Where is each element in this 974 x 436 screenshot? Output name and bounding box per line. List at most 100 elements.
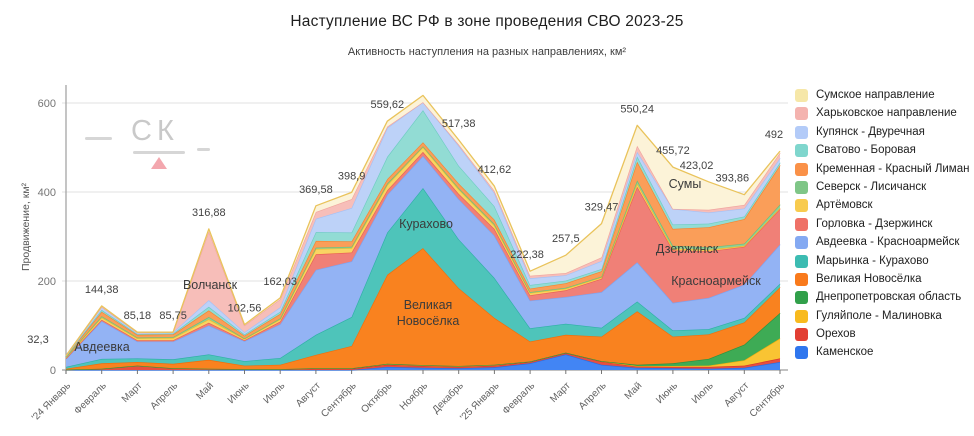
value-label: 455,72 <box>656 145 690 157</box>
x-axis-tick-label: Март <box>120 380 145 405</box>
legend-item-label: Сумское направление <box>816 89 935 101</box>
legend-item-label: Орехов <box>816 328 856 341</box>
legend-item-label: Сватово - Боровая <box>816 144 916 157</box>
legend-item[interactable]: Сумское направление <box>795 89 973 102</box>
value-label: 257,5 <box>552 233 580 245</box>
value-label: 517,38 <box>442 118 476 130</box>
area-layer <box>66 338 780 370</box>
area-layer <box>66 151 780 359</box>
area-annotation: Курахово <box>399 217 453 231</box>
legend-color-swatch <box>795 107 808 121</box>
value-label: 144,38 <box>85 284 119 296</box>
legend-item-label: Гуляйполе - Малиновка <box>816 309 942 322</box>
value-label: 398,9 <box>338 170 366 182</box>
value-label: 423,02 <box>680 160 714 172</box>
legend-item[interactable]: Гуляйполе - Малиновка <box>795 309 973 323</box>
legend-item-label: Каменское <box>816 346 874 359</box>
x-axis-tick-label: Сентябрь <box>319 380 359 420</box>
value-label: 102,56 <box>228 303 262 315</box>
legend-item[interactable]: Северск - Лисичанск <box>795 180 973 194</box>
legend-item[interactable]: Купянск - Двуречная <box>795 125 973 139</box>
area-annotation: Сумы <box>669 177 702 191</box>
y-axis-tick-label: 600 <box>38 98 56 110</box>
value-label: 559,62 <box>370 99 404 111</box>
x-axis-tick-label: Март <box>548 380 573 405</box>
legend-item[interactable]: Горловка - Дзержинск <box>795 217 973 231</box>
x-axis-tick-label: Май <box>623 380 645 402</box>
legend-item[interactable]: Днепропетровская область <box>795 291 973 305</box>
legend-item[interactable]: Великая Новосёлка <box>795 272 973 286</box>
value-label: 32,3 <box>27 334 48 346</box>
legend-color-swatch <box>795 236 808 250</box>
legend-color-swatch <box>795 162 808 176</box>
legend-item[interactable]: Марьинка - Курахово <box>795 254 973 268</box>
legend-item-label: Кременная - Красный Лиман <box>816 162 970 175</box>
value-label: 412,62 <box>478 164 512 176</box>
chart-title: Наступление ВС РФ в зоне проведения СВО … <box>290 13 684 30</box>
x-axis-tick-label: Октябрь <box>359 380 395 416</box>
area-layer <box>66 248 780 370</box>
y-axis-tick-label: 400 <box>38 187 56 199</box>
value-label: 162,03 <box>263 276 297 288</box>
area-annotation: Красноармейск <box>671 274 761 288</box>
y-axis-tick-label: 0 <box>50 365 56 377</box>
legend-color-swatch <box>795 144 808 158</box>
x-axis-tick-label: Июль <box>690 380 716 406</box>
area-layer <box>66 354 780 370</box>
legend-item[interactable]: Сватово - Боровая <box>795 144 973 158</box>
legend: Сумское направление Харьковское направлен… <box>795 89 973 365</box>
legend-color-swatch <box>795 272 808 286</box>
x-axis-tick-label: Август <box>294 380 323 409</box>
legend-color-swatch <box>795 125 808 139</box>
legend-color-swatch <box>795 199 808 213</box>
x-axis-tick-label: Август <box>722 380 751 409</box>
legend-item[interactable]: Кременная - Красный Лиман <box>795 162 973 176</box>
legend-color-swatch <box>795 217 808 231</box>
legend-color-swatch <box>795 346 808 360</box>
annotations: Авдеевка Волчанск Курахово Великая Новосёлка… <box>74 177 761 354</box>
area-edge <box>65 94 781 357</box>
legend-item[interactable]: Каменское <box>795 346 973 360</box>
legend-item-label: Харьковское направление <box>816 107 957 120</box>
legend-color-swatch <box>795 309 808 323</box>
legend-item-label: Северск - Лисичанск <box>816 180 927 193</box>
legend-item[interactable]: Артёмовск <box>795 199 973 213</box>
y-axis-tick-label: 200 <box>38 276 56 288</box>
x-axis-tick-label: Апрель <box>148 380 180 412</box>
area-annotation: Великая Новосёлка <box>397 298 460 328</box>
legend-color-swatch <box>795 254 808 268</box>
value-label: 85,18 <box>124 310 152 322</box>
legend-color-swatch <box>795 291 808 305</box>
legend-item[interactable]: Авдеевка - Красноармейск <box>795 236 973 250</box>
value-label: 492 <box>765 129 783 141</box>
x-axis-tick-label: Июль <box>262 380 288 406</box>
area-layer <box>66 313 780 370</box>
legend-item-label: Днепропетровская область <box>816 291 962 304</box>
area-layer <box>66 188 780 369</box>
value-label: 550,24 <box>620 103 654 115</box>
legend-item-label: Марьинка - Курахово <box>816 254 929 267</box>
legend-item-label: Великая Новосёлка <box>816 272 922 285</box>
value-label: 369,58 <box>299 184 333 196</box>
value-label: 316,88 <box>192 207 226 219</box>
legend-item[interactable]: Харьковское направление <box>795 107 973 121</box>
x-axis-tick-label: Февраль <box>72 380 109 417</box>
x-axis-tick-label: Февраль <box>501 380 538 417</box>
legend-item-label: Артёмовск <box>816 199 873 212</box>
legend-color-swatch <box>795 328 808 342</box>
value-label: 329,47 <box>585 202 619 214</box>
value-label: 85,75 <box>159 310 187 322</box>
x-axis-tick-label: Май <box>194 380 216 402</box>
value-labels: 32,3 144,38 85,18 85,75 316,88 102,56 162,03 36… <box>27 99 783 346</box>
legend-item[interactable]: Орехов <box>795 328 973 342</box>
legend-color-swatch <box>795 180 808 194</box>
x-axis-tick-label: '24 Январь <box>30 380 73 423</box>
area-annotation: Волчанск <box>183 278 238 292</box>
x-axis-tick-label: Декабрь <box>430 380 466 416</box>
x-axis-tick-label: Ноябрь <box>397 380 430 413</box>
chart-subtitle: Активность наступления на разных направл… <box>347 46 627 58</box>
legend-item-label: Горловка - Дзержинск <box>816 217 933 230</box>
legend-color-swatch <box>795 89 808 102</box>
